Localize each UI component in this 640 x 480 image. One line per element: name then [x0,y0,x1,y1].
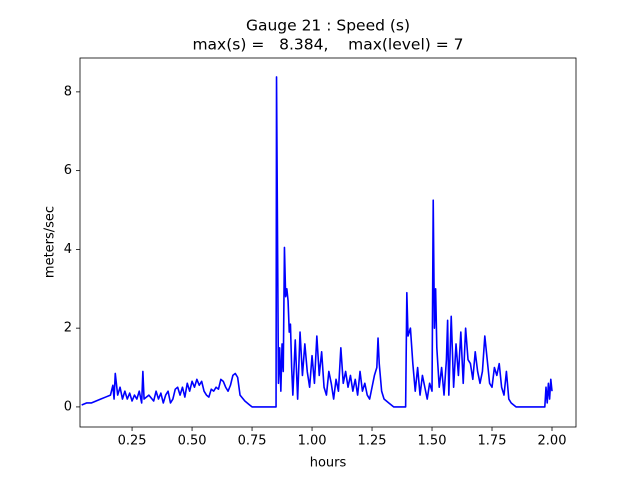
plot-frame [79,57,577,428]
data-line [81,76,553,408]
x-tick-label: 1.25 [358,434,387,449]
x-tick-label: 0.50 [178,434,207,449]
y-tick-label: 8 [64,84,72,99]
x-tick-label: 1.75 [478,434,507,449]
x-tick-label: 1.00 [298,434,327,449]
y-tick-label: 2 [64,321,72,336]
x-axis-label: hours [310,456,347,471]
y-tick-label: 0 [64,399,72,414]
y-tick-label: 4 [64,242,72,257]
x-tick-label: 2.00 [538,434,567,449]
x-tick-label: 0.75 [238,434,267,449]
y-axis-label: meters/sec [43,206,58,278]
chart-title: Gauge 21 : Speed (s) [246,17,410,35]
chart-subtitle: max(s) = 8.384, max(level) = 7 [192,36,463,54]
x-tick-label: 0.25 [118,434,147,449]
y-tick-label: 6 [64,163,72,178]
x-tick-label: 1.50 [418,434,447,449]
